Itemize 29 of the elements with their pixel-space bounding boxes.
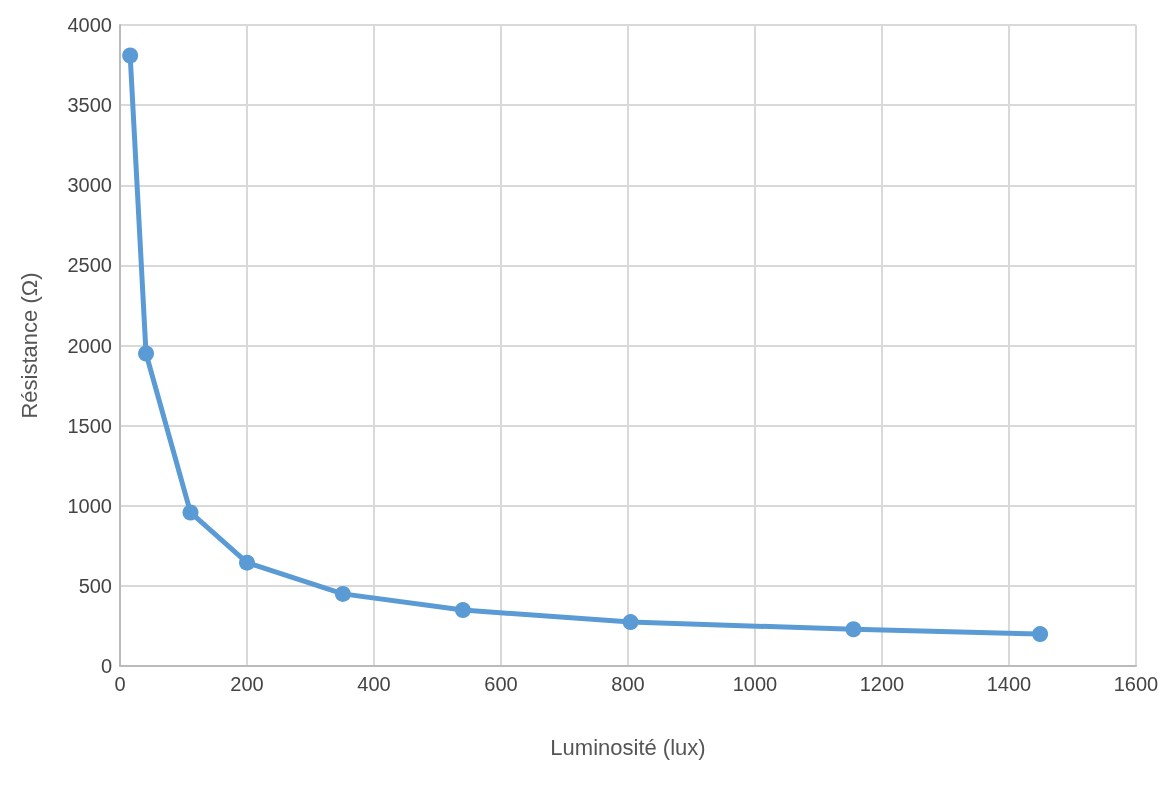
point — [334, 585, 351, 602]
point — [182, 504, 199, 521]
x-tick-label: 200 — [230, 673, 264, 695]
x-tick-label: 0 — [114, 673, 126, 695]
x-tick-label: 1400 — [986, 673, 1032, 695]
y-tick-label: 1000 — [67, 494, 112, 517]
x-tick-label: 800 — [611, 673, 645, 695]
x-tick-label: 1200 — [859, 673, 905, 695]
y-tick-label: 0 — [100, 655, 112, 677]
y-tick-label: 2000 — [67, 334, 112, 357]
y-tick-label: 4000 — [67, 14, 112, 36]
point — [1032, 626, 1049, 643]
point — [845, 621, 862, 638]
x-tick-label: 600 — [484, 673, 518, 695]
x-tick-label: 400 — [357, 673, 391, 695]
y-tick-label: 2500 — [67, 254, 112, 277]
point — [239, 554, 255, 571]
y-tick-label: 3000 — [67, 174, 112, 197]
y-tick-label: 1500 — [67, 414, 112, 437]
point — [138, 345, 155, 362]
y-tick-label: 500 — [78, 574, 112, 597]
x-tick-label: 1000 — [732, 673, 778, 695]
y-tick-label: 3500 — [67, 94, 112, 117]
x-axis-title: Luminosité (lux) — [550, 734, 706, 760]
x-tick-label: 1600 — [1113, 673, 1159, 695]
point — [454, 602, 471, 619]
y-axis-title: Résistance (Ω) — [16, 272, 42, 419]
point — [122, 47, 139, 64]
point — [622, 614, 639, 631]
